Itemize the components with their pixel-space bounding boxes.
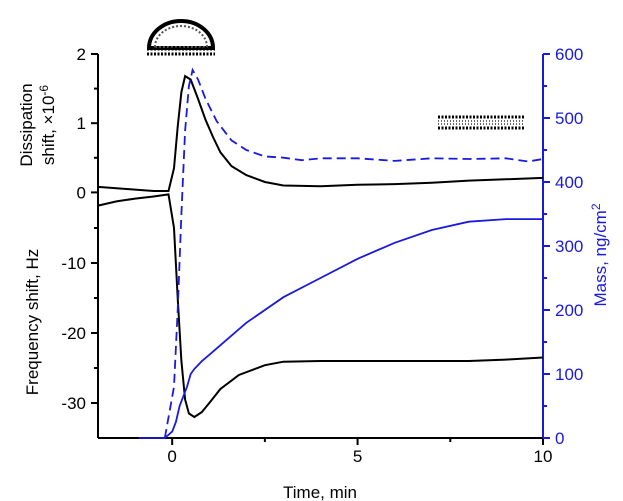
series-dissipation-line — [97, 74, 544, 192]
dissipation-tick-label: 0 — [77, 183, 86, 202]
dissipation-tick-label: 1 — [77, 114, 86, 133]
frequency-tick-label: -10 — [61, 254, 86, 273]
x-tick-label: 0 — [167, 447, 176, 466]
series-frequency-line — [97, 193, 544, 419]
x-tick-label: 10 — [534, 447, 553, 466]
y-axis-label-frequency: Frequency shift, Hz — [23, 249, 42, 395]
y-axis-label-dissipation-line1: Dissipation — [17, 83, 36, 166]
y-axis-label-dissipation-exponent: -6 — [37, 85, 51, 96]
frequency-tick-label: -20 — [61, 324, 86, 343]
y-axis-label-mass-text: Mass, ng/cm — [591, 210, 610, 306]
mass-tick-label: 300 — [555, 237, 583, 256]
frequency-tick-label: -30 — [61, 394, 86, 413]
dissipation-tick-label: 2 — [77, 45, 86, 64]
series-mass-dashed-line — [163, 67, 544, 439]
bilayer-icon — [438, 115, 524, 130]
y-axis-label-dissipation-line2: shift, ×10-6 — [37, 85, 58, 165]
series-mass-solid-line — [138, 218, 543, 439]
y-axis-label-mass: Mass, ng/cm2 — [589, 203, 610, 306]
vesicle-icon — [146, 19, 216, 56]
y-axis-label-mass-exponent: 2 — [589, 203, 603, 210]
mass-tick-label: 200 — [555, 301, 583, 320]
mass-tick-label: 0 — [555, 429, 564, 448]
x-tick-label: 5 — [353, 447, 362, 466]
y-axis-label-dissipation-text: shift, ×10 — [39, 96, 58, 165]
mass-tick-label: 100 — [555, 365, 583, 384]
mass-tick-label: 600 — [555, 45, 583, 64]
mass-tick-label: 500 — [555, 109, 583, 128]
x-axis-label: Time, min — [283, 483, 357, 501]
ticks-layer — [91, 53, 550, 445]
mass-tick-label: 400 — [555, 173, 583, 192]
